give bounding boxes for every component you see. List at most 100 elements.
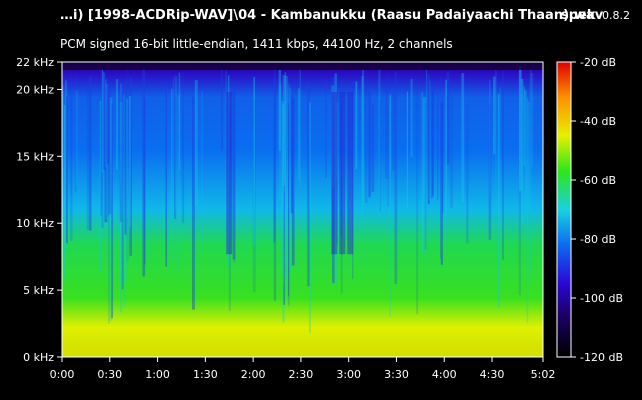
colorbar [556, 61, 572, 358]
spectral-streak [283, 100, 286, 192]
spectral-streak [99, 101, 102, 271]
spectral-streak [65, 80, 67, 250]
spectral-streak [182, 71, 185, 224]
format-info: PCM signed 16-bit little-endian, 1411 kb… [60, 37, 453, 51]
app-name-label: spek [561, 8, 596, 23]
spectral-streak [335, 74, 338, 244]
spectral-streak [432, 91, 434, 196]
spectral-streak [253, 76, 255, 247]
spectral-streak [332, 77, 335, 283]
spectral-streak [228, 105, 231, 311]
spectral-streak [129, 96, 131, 227]
spectral-streak [201, 90, 203, 253]
spectral-streak [387, 72, 390, 179]
x-tick-label: 3:00 [336, 368, 361, 381]
spectral-streak [283, 86, 286, 305]
spectral-streak [291, 98, 295, 266]
spectral-streak [288, 77, 290, 306]
spectral-streak [307, 82, 310, 287]
spectral-streak [387, 103, 389, 207]
spectral-streak [86, 80, 90, 231]
spectral-streak [406, 91, 409, 209]
colorbar-tick-label: -100 dB [580, 292, 623, 305]
spectral-streak [379, 100, 381, 212]
spectral-streak [421, 91, 424, 256]
spectral-streak [466, 104, 469, 244]
x-tick-label: 0:00 [50, 368, 75, 381]
spectral-streak [123, 95, 126, 307]
spectral-streak [173, 95, 177, 219]
spectral-streak [101, 66, 105, 228]
x-tick-label: 3:30 [384, 368, 409, 381]
spectral-streak [126, 66, 129, 262]
spectral-streak [107, 89, 109, 217]
spectral-streak [121, 81, 124, 290]
spectral-streak [365, 80, 368, 204]
quiet-section [331, 92, 338, 255]
spectral-streak [106, 83, 109, 220]
spectral-streak [424, 102, 427, 250]
x-tick-label: 4:00 [432, 368, 457, 381]
app-name: spek 0.8.2 [561, 8, 630, 23]
colorbar-axis: -20 dB -40 dB -60 dB -80 dB -100 dB -120 dB [571, 56, 623, 364]
spectral-streak [278, 83, 282, 201]
colorbar-tick-label: -20 dB [580, 56, 616, 69]
spectrogram-heatmap [62, 62, 543, 357]
spectral-streak [104, 80, 107, 168]
spectral-streak [194, 80, 198, 206]
spectral-streak [111, 102, 113, 319]
spectral-streak [355, 81, 358, 170]
spectral-streak [120, 83, 122, 313]
spectral-streak [285, 76, 288, 277]
spectral-streak [445, 79, 447, 217]
spectral-streak [388, 94, 392, 318]
spectral-streak [74, 74, 77, 193]
spectral-streak [287, 83, 290, 219]
x-tick-label: 0:30 [97, 368, 122, 381]
spectral-streak [362, 69, 365, 209]
spectral-streak [62, 85, 65, 234]
spectral-streak [368, 92, 371, 198]
spectral-streak [440, 102, 443, 265]
spectral-streak [427, 74, 430, 205]
spectral-streak [325, 79, 327, 178]
spectral-streak [273, 81, 276, 243]
y-tick-label: 10 kHz [16, 217, 54, 230]
spectral-streak [437, 93, 439, 201]
low-frequency-energy [62, 343, 543, 357]
spectral-streak [410, 78, 413, 158]
spectral-streak [284, 72, 287, 225]
spectral-streak [527, 101, 531, 213]
spectral-streak [308, 102, 311, 333]
spectral-streak [423, 97, 426, 253]
y-tick-label: 22 kHz [16, 56, 54, 69]
spectral-streak [521, 78, 524, 224]
spectral-streak [177, 94, 181, 272]
frequency-axis: 0 kHz 5 kHz 10 kHz 15 kHz 20 kHz 22 kHz [16, 56, 62, 364]
x-tick-label: 5:02 [531, 368, 556, 381]
spectral-streak [252, 100, 256, 293]
y-tick-label: 20 kHz [16, 83, 54, 96]
spectral-streak [282, 75, 286, 186]
app-version: 0.8.2 [602, 9, 631, 22]
spectral-streak [232, 92, 236, 260]
spectral-streak [75, 90, 78, 187]
spectral-streak [282, 104, 285, 323]
spectral-streak [495, 70, 497, 210]
spectral-streak [524, 90, 527, 219]
spectral-streak [518, 78, 522, 296]
spectral-streak [233, 82, 235, 263]
y-tick-label: 5 kHz [23, 284, 54, 297]
spectral-streak [174, 75, 178, 210]
high-frequency-rolloff [62, 62, 543, 70]
spectral-streak [70, 97, 73, 241]
spectral-streak [352, 82, 354, 279]
spectral-streak [109, 95, 112, 214]
spectral-streak [70, 73, 72, 195]
spectral-streak [530, 73, 534, 168]
spectral-streak [221, 67, 223, 151]
spectral-streak [340, 79, 343, 294]
colorbar-tick-label: -40 dB [580, 115, 616, 128]
spectral-streak [283, 103, 285, 284]
